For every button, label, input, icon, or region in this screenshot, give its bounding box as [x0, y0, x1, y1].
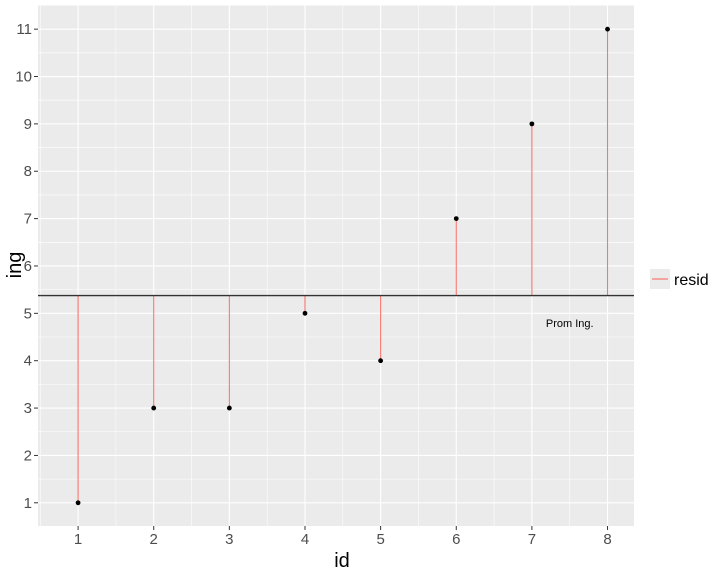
grid — [38, 5, 634, 526]
x-tick-label: 7 — [528, 531, 536, 548]
y-tick-label: 3 — [24, 400, 32, 417]
legend-label: resid — [674, 272, 709, 289]
y-tick-label: 9 — [24, 116, 32, 133]
y-tick-label: 7 — [24, 211, 32, 228]
x-tick-label: 8 — [603, 531, 611, 548]
x-tick-label: 2 — [150, 531, 158, 548]
data-point — [378, 358, 384, 364]
data-point — [302, 310, 308, 316]
y-tick-label: 4 — [24, 353, 32, 370]
y-tick-label: 10 — [15, 69, 32, 86]
data-point — [453, 216, 459, 222]
y-tick-label: 11 — [16, 21, 32, 38]
x-axis-title: id — [334, 550, 350, 572]
x-tick-label: 1 — [74, 531, 82, 548]
x-tick-label: 4 — [301, 531, 309, 548]
x-tick-label: 3 — [225, 531, 233, 548]
y-ticks: 1 2 3 4 5 6 7 8 9 10 11 — [15, 21, 38, 512]
x-ticks: 1 2 3 4 5 6 7 8 — [74, 526, 612, 548]
residual-segments — [77, 29, 609, 503]
y-tick-label: 1 — [24, 495, 32, 512]
y-tick-label: 6 — [24, 258, 32, 275]
legend: resid — [650, 269, 709, 289]
data-point — [151, 405, 157, 411]
points — [75, 26, 610, 506]
data-point — [226, 405, 232, 411]
data-point — [529, 121, 535, 127]
y-tick-label: 2 — [24, 447, 32, 464]
annotation: Prom Ing. — [546, 318, 594, 330]
data-point — [75, 500, 81, 506]
y-tick-label: 8 — [24, 163, 32, 180]
data-point — [605, 26, 610, 32]
x-tick-label: 5 — [376, 531, 384, 548]
y-tick-label: 5 — [24, 305, 32, 322]
y-axis-title: ing — [4, 252, 26, 279]
x-tick-label: 6 — [452, 531, 460, 548]
